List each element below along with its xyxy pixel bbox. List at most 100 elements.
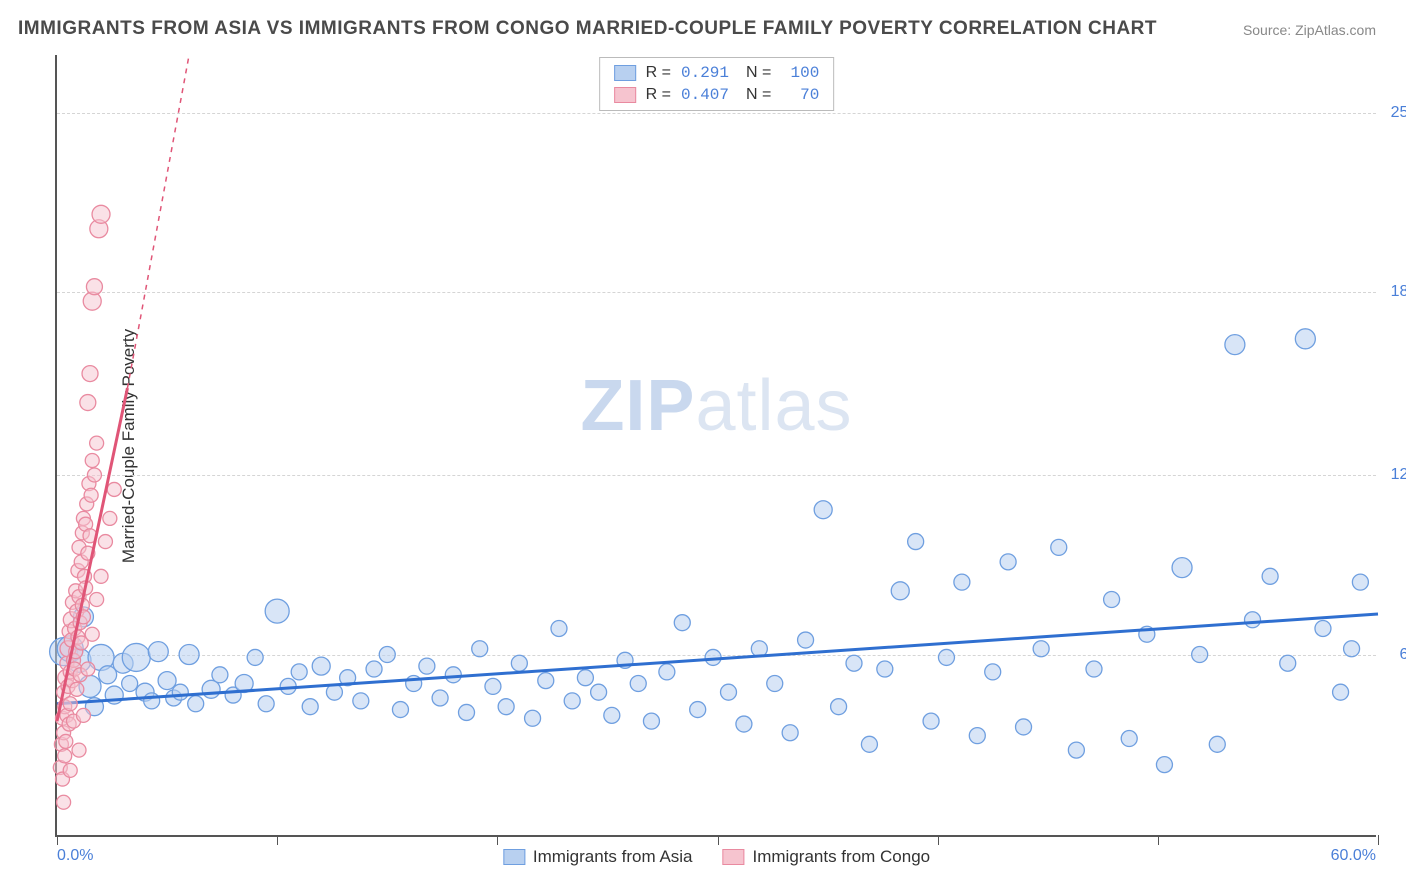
legend-n-label: N = (746, 86, 771, 104)
data-point (1104, 592, 1120, 608)
data-point (591, 684, 607, 700)
data-point (1000, 554, 1016, 570)
y-tick-label: 6.3% (1381, 646, 1406, 664)
data-point (148, 642, 168, 662)
data-point (938, 649, 954, 665)
data-point (90, 593, 104, 607)
data-point (1225, 335, 1245, 355)
data-point (643, 713, 659, 729)
legend-swatch (614, 65, 636, 81)
data-point (1344, 641, 1360, 657)
series-legend: Immigrants from AsiaImmigrants from Cong… (503, 847, 930, 867)
data-point (72, 743, 86, 757)
data-point (158, 672, 176, 690)
x-tick (1378, 835, 1379, 845)
data-point (63, 763, 77, 777)
data-point (379, 647, 395, 663)
legend-swatch (614, 87, 636, 103)
data-point (188, 696, 204, 712)
data-point (891, 582, 909, 600)
legend-n-value: 100 (781, 64, 819, 82)
y-tick-label: 12.5% (1381, 466, 1406, 484)
x-tick (1158, 835, 1159, 845)
data-point (511, 655, 527, 671)
data-point (85, 453, 99, 467)
data-point (84, 488, 98, 502)
data-point (985, 664, 1001, 680)
data-point (459, 704, 475, 720)
data-point (782, 725, 798, 741)
data-point (90, 436, 104, 450)
x-tick (277, 835, 278, 845)
data-point (1121, 731, 1137, 747)
data-point (80, 395, 96, 411)
data-point (212, 667, 228, 683)
data-point (1172, 558, 1192, 578)
data-point (551, 620, 567, 636)
data-point (353, 693, 369, 709)
data-point (419, 658, 435, 674)
data-point (265, 599, 289, 623)
data-point (604, 707, 620, 723)
data-point (485, 678, 501, 694)
data-point (82, 366, 98, 382)
data-point (674, 615, 690, 631)
data-point (814, 501, 832, 519)
legend-swatch (503, 849, 525, 865)
source-label: Source: ZipAtlas.com (1243, 22, 1376, 38)
data-point (432, 690, 448, 706)
data-point (564, 693, 580, 709)
plot-area: ZIPatlas 0.0% 60.0% R =0.291N =100R =0.4… (55, 55, 1376, 837)
legend-item: Immigrants from Asia (503, 847, 693, 867)
legend-swatch (723, 849, 745, 865)
legend-row: R =0.291N =100 (614, 62, 820, 84)
data-point (472, 641, 488, 657)
data-point (954, 574, 970, 590)
data-point (57, 795, 71, 809)
data-point (76, 708, 90, 722)
data-point (92, 205, 110, 223)
correlation-legend: R =0.291N =100R =0.407N =70 (599, 57, 835, 111)
legend-row: R =0.407N =70 (614, 84, 820, 106)
data-point (630, 675, 646, 691)
data-point (659, 664, 675, 680)
x-axis-start-label: 0.0% (57, 847, 93, 865)
data-point (1262, 568, 1278, 584)
x-axis-end-label: 60.0% (1331, 847, 1376, 865)
data-point (1033, 641, 1049, 657)
data-point (59, 734, 73, 748)
data-point (538, 673, 554, 689)
data-point (172, 684, 188, 700)
data-point (736, 716, 752, 732)
x-tick (938, 835, 939, 845)
data-point (1051, 539, 1067, 555)
data-point (1209, 736, 1225, 752)
data-point (498, 699, 514, 715)
data-point (445, 667, 461, 683)
data-point (103, 511, 117, 525)
data-point (1016, 719, 1032, 735)
data-point (831, 699, 847, 715)
data-point (312, 657, 330, 675)
x-tick (718, 835, 719, 845)
data-point (908, 534, 924, 550)
legend-r-value: 0.407 (681, 86, 736, 104)
x-tick (497, 835, 498, 845)
data-point (1295, 329, 1315, 349)
trend-line-dashed (127, 55, 189, 388)
data-point (1280, 655, 1296, 671)
data-point (525, 710, 541, 726)
data-point (258, 696, 274, 712)
data-point (969, 728, 985, 744)
data-point (1156, 757, 1172, 773)
data-point (1333, 684, 1349, 700)
legend-series-label: Immigrants from Asia (533, 847, 693, 867)
data-point (94, 569, 108, 583)
data-point (122, 675, 138, 691)
data-point (247, 649, 263, 665)
data-point (58, 749, 72, 763)
data-point (861, 736, 877, 752)
legend-n-label: N = (746, 64, 771, 82)
data-point (577, 670, 593, 686)
data-point (1315, 620, 1331, 636)
